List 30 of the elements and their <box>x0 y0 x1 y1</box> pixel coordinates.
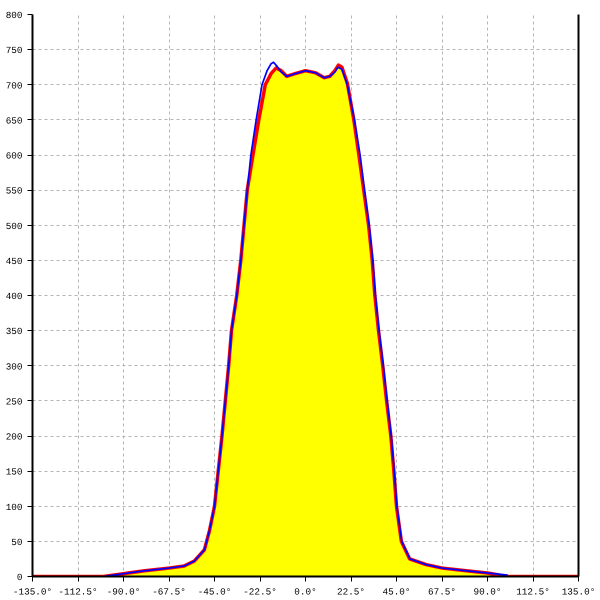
y-tick-label: 400 <box>6 291 23 302</box>
x-tick-label: -67.5° <box>152 586 186 598</box>
x-tick-label: 45.0° <box>382 586 411 598</box>
y-tick-label: 650 <box>6 115 23 126</box>
y-tick-label: 0 <box>16 572 23 583</box>
x-tick-label: -112.5° <box>58 586 98 598</box>
y-tick-label: 700 <box>6 80 23 92</box>
y-tick-label: 500 <box>6 220 23 232</box>
y-tick-label: 200 <box>6 432 23 442</box>
y-tick-label: 250 <box>6 396 23 408</box>
x-tick-label: -90.0° <box>106 586 140 598</box>
x-tick-label: 67.5° <box>428 586 456 598</box>
x-tick-label: 90.0° <box>474 586 502 598</box>
y-tick-label: 100 <box>6 502 23 513</box>
y-tick-label: 800 <box>6 10 23 21</box>
x-tick-label: 135.0° <box>562 586 596 598</box>
y-tick-label: 600 <box>6 150 23 162</box>
y-tick-label: 50 <box>11 536 23 548</box>
x-tick-label: -45.0° <box>198 586 232 598</box>
x-tick-label: 0.0° <box>294 586 317 598</box>
y-tick-label: 550 <box>6 186 23 197</box>
y-tick-label: 350 <box>6 326 23 338</box>
y-tick-label: 300 <box>6 361 23 372</box>
y-tick-label: 150 <box>6 466 23 478</box>
y-tick-label: 450 <box>6 256 23 267</box>
y-tick-label: 750 <box>6 45 23 56</box>
x-tick-label: 22.5° <box>337 586 366 598</box>
x-tick-label: -135.0° <box>12 586 52 598</box>
x-tick-label: 112.5° <box>516 586 550 598</box>
x-tick-label: -22.5° <box>243 586 277 598</box>
